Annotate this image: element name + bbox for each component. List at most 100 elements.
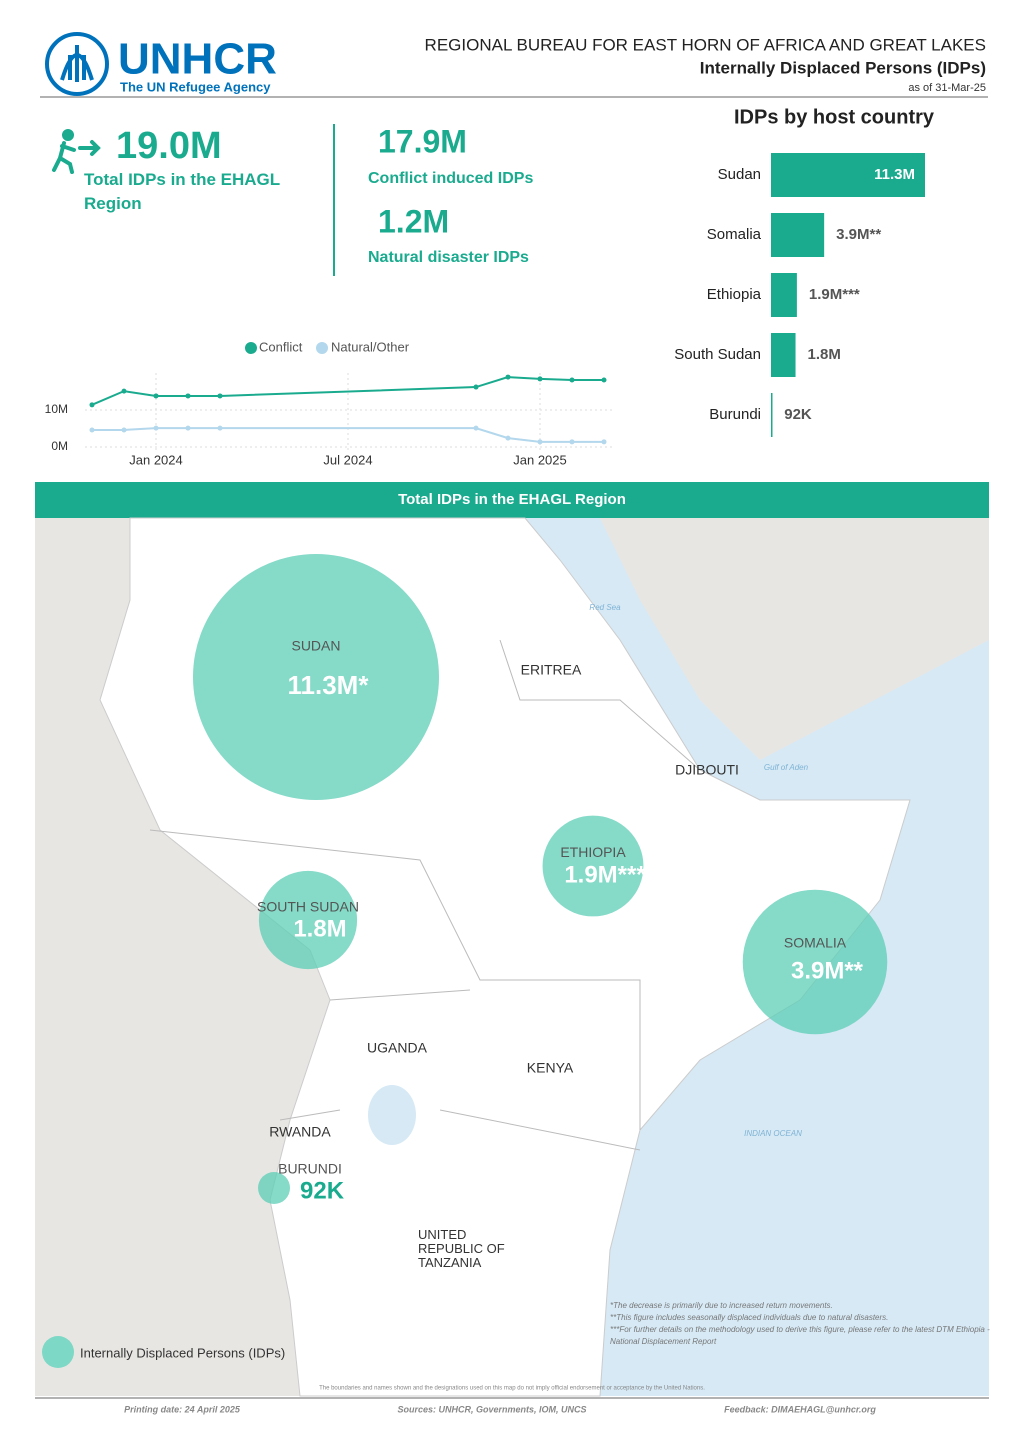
category-label: Burundi	[709, 406, 761, 423]
logo-tagline: The UN Refugee Agency	[120, 79, 271, 94]
category-label: Ethiopia	[707, 286, 762, 303]
legend-swatch	[316, 342, 328, 354]
country-label: KENYA	[527, 1060, 574, 1076]
bar	[771, 393, 773, 437]
series-point	[121, 388, 127, 394]
bubble-value: 92K	[300, 1177, 345, 1204]
kpi-total-label: Total IDPs in the EHAGL Region	[84, 170, 280, 213]
bubble-country: SOMALIA	[784, 935, 847, 951]
note: ***For further details on the methodolog…	[610, 1325, 990, 1346]
series-point	[153, 393, 159, 399]
x-tick-label: Jul 2024	[323, 452, 372, 467]
legend-swatch	[245, 342, 257, 354]
country-label: UNITED REPUBLIC OF TANZANIA	[418, 1227, 505, 1270]
value-label: 92K	[784, 406, 812, 423]
borders	[499, 639, 701, 771]
category-label: South Sudan	[674, 346, 761, 363]
bubble-value: 1.8M	[293, 915, 346, 942]
series-point	[217, 425, 223, 431]
value-label: 1.9M***	[809, 286, 860, 303]
series-point	[473, 425, 479, 431]
series-point	[89, 427, 95, 433]
bar	[771, 213, 825, 257]
legend-bubble	[42, 1336, 74, 1368]
value-label: 11.3M	[874, 166, 915, 183]
series-point	[185, 425, 191, 431]
kpi-conflict-label: Conflict induced IDPs	[368, 170, 533, 187]
kpi-natural-label: Natural disaster IDPs	[368, 249, 529, 266]
country-label: ERITREA	[521, 662, 582, 678]
series-point	[537, 376, 543, 382]
series-point	[505, 374, 511, 380]
kpi-total-value: 19.0M	[116, 125, 222, 167]
idp-bubble	[258, 870, 358, 970]
category-label: Sudan	[718, 166, 761, 183]
series-line	[92, 427, 604, 443]
map-disclaimer: The boundaries and names shown and the d…	[319, 1386, 705, 1392]
value-label: 3.9M**	[836, 226, 881, 243]
map-title: Total IDPs in the EHAGL Region	[398, 491, 626, 508]
series-point	[569, 377, 575, 383]
idp-bubble	[542, 815, 644, 917]
bar	[771, 273, 797, 317]
series-point	[121, 427, 127, 433]
bar	[771, 333, 796, 377]
sea	[525, 518, 989, 1396]
bubble-country: SUDAN	[291, 638, 340, 654]
header-date: as of 31-Mar-25	[908, 82, 986, 94]
series-point	[153, 425, 159, 431]
logo-emblem	[45, 32, 109, 96]
idp-bubble	[258, 1172, 290, 1204]
idp-bubble	[742, 889, 888, 1035]
idp-bubble	[193, 554, 439, 800]
x-tick-label: Jan 2024	[129, 452, 183, 467]
map-header	[35, 482, 989, 518]
bubble-value: 11.3M*	[288, 670, 370, 700]
lake-victoria	[368, 1085, 416, 1145]
logo-text: UNHCR	[118, 35, 277, 84]
bubble-country: BURUNDI	[278, 1161, 342, 1177]
y-tick-label: 10M	[45, 402, 68, 416]
bubble-value: 1.9M***	[564, 861, 646, 888]
series-point	[185, 393, 191, 399]
note: *The decrease is primarily due to increa…	[610, 1301, 833, 1310]
kpi-natural-value: 1.2M	[378, 203, 449, 239]
bar	[771, 153, 925, 197]
header-title: REGIONAL BUREAU FOR EAST HORN OF AFRICA …	[425, 35, 986, 54]
kpi-conflict-value: 17.9M	[378, 123, 467, 159]
water-label: INDIAN OCEAN	[744, 1129, 802, 1138]
bar-chart-title: IDPs by host country	[734, 106, 935, 128]
header-subtitle: Internally Displaced Persons (IDPs)	[700, 58, 986, 77]
series-point	[601, 439, 607, 445]
series-point	[601, 377, 607, 383]
water-label: Red Sea	[589, 603, 621, 612]
y-tick-label: 0M	[51, 439, 68, 453]
series-line	[91, 376, 604, 406]
series-point	[89, 402, 95, 408]
series-point	[505, 435, 511, 441]
water-labels: Red Sea Gulf of Aden INDIAN OCEAN	[589, 603, 808, 1138]
x-tick-label: Jan 2025	[513, 452, 567, 467]
footer-sources: Sources: UNHCR, Governments, IOM, UNCS	[397, 1404, 586, 1414]
person-icon	[52, 129, 101, 174]
bubble-country: ETHIOPIA	[560, 844, 626, 860]
note: **This figure includes seasonally displa…	[610, 1313, 889, 1322]
series-point	[217, 393, 223, 399]
series-point	[569, 439, 575, 445]
country-label: UGANDA	[367, 1040, 428, 1056]
legend-label: Natural/Other	[331, 339, 410, 354]
country-labels: ERITREA DJIBOUTI UGANDA KENYA RWANDA	[269, 662, 739, 1140]
value-label: 1.8M	[808, 346, 841, 363]
series-point	[537, 439, 543, 445]
country-label: DJIBOUTI	[675, 762, 739, 778]
series-point	[473, 384, 479, 390]
footer-feedback: Feedback: DIMAEHAGL@unhcr.org	[724, 1404, 876, 1414]
map-notes: *The decrease is primarily due to increa…	[610, 1300, 990, 1348]
country-label: RWANDA	[269, 1124, 331, 1140]
footer-date: Printing date: 24 April 2025	[124, 1404, 241, 1414]
map-legend: Internally Displaced Persons (IDPs)	[80, 1345, 285, 1360]
footer: Printing date: 24 April 2025 Sources: UN…	[124, 1404, 876, 1414]
bubble-country: SOUTH SUDAN	[257, 898, 359, 914]
